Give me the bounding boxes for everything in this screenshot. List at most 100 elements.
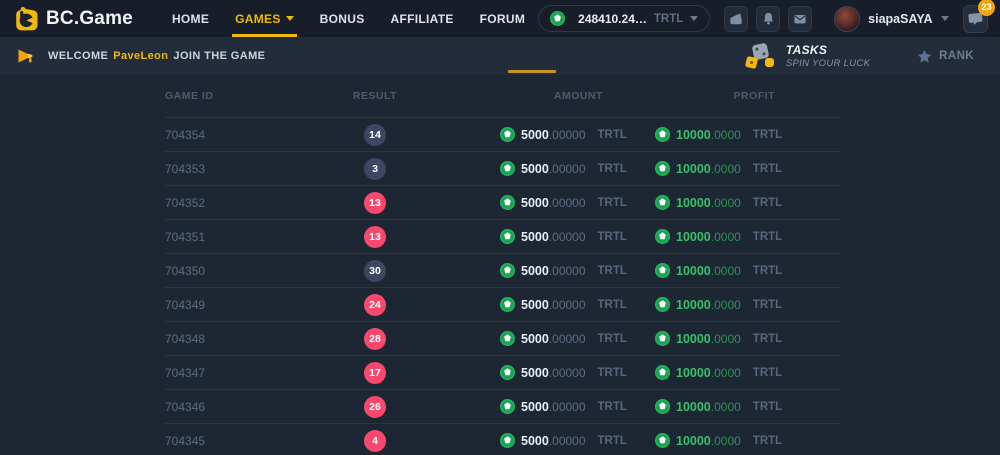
nav-item-games[interactable]: GAMES bbox=[222, 0, 307, 37]
nav-item-affiliate[interactable]: AFFILIATE bbox=[378, 0, 467, 37]
trtl-coin-icon bbox=[655, 229, 670, 244]
top-navigation-bar: BC.Game HOME GAMES BONUS AFFILIATE FORUM… bbox=[0, 0, 1000, 37]
result-cell: 3 bbox=[300, 158, 450, 180]
profit-currency: TRTL bbox=[753, 367, 782, 379]
result-cell: 26 bbox=[300, 396, 450, 418]
table-row[interactable]: 704352 13 5000.00000 TRTL 10000.0000 TRT… bbox=[165, 185, 840, 219]
table-row[interactable]: 704348 28 5000.00000 TRTL 10000.0000 TRT… bbox=[165, 321, 840, 355]
amount-currency: TRTL bbox=[598, 367, 627, 379]
main-content: GAME ID RESULT AMOUNT PROFIT 704354 14 5… bbox=[0, 75, 1000, 455]
rank-widget[interactable]: RANK bbox=[916, 48, 974, 65]
profit-cell: 10000.0000 TRTL bbox=[625, 399, 840, 414]
result-cell: 17 bbox=[300, 362, 450, 384]
trtl-coin-icon bbox=[500, 229, 515, 244]
brand-logo[interactable]: BC.Game bbox=[12, 5, 133, 32]
dice-icon bbox=[745, 43, 777, 69]
welcome-message: WELCOME PaveLeon JOIN THE GAME bbox=[48, 50, 265, 62]
trtl-coin-icon bbox=[500, 433, 515, 448]
balance-selector[interactable]: 248410.24… TRTL bbox=[538, 5, 710, 32]
header-profit: PROFIT bbox=[625, 90, 840, 102]
result-cell: 14 bbox=[300, 124, 450, 146]
game-id-cell: 704347 bbox=[165, 366, 300, 380]
avatar bbox=[834, 6, 860, 32]
wallet-button[interactable] bbox=[724, 6, 748, 32]
profit-currency: TRTL bbox=[753, 231, 782, 243]
profit-cell: 10000.0000 TRTL bbox=[625, 365, 840, 380]
result-cell: 28 bbox=[300, 328, 450, 350]
game-id-cell: 704354 bbox=[165, 128, 300, 142]
game-id-cell: 704350 bbox=[165, 264, 300, 278]
amount-cell: 5000.00000 TRTL bbox=[450, 161, 625, 176]
result-badge: 17 bbox=[364, 362, 386, 384]
profit-currency: TRTL bbox=[753, 129, 782, 141]
result-badge: 3 bbox=[364, 158, 386, 180]
profit-value: 10000.0000 bbox=[676, 196, 741, 210]
nav-item-home[interactable]: HOME bbox=[159, 0, 222, 37]
amount-currency: TRTL bbox=[598, 163, 627, 175]
amount-value: 5000.00000 bbox=[521, 162, 586, 176]
table-row[interactable]: 704349 24 5000.00000 TRTL 10000.0000 TRT… bbox=[165, 287, 840, 321]
star-icon bbox=[916, 48, 933, 65]
table-row[interactable]: 704347 17 5000.00000 TRTL 10000.0000 TRT… bbox=[165, 355, 840, 389]
main-nav: HOME GAMES BONUS AFFILIATE FORUM bbox=[159, 0, 538, 37]
notifications-button[interactable] bbox=[756, 6, 780, 32]
trtl-coin-icon bbox=[655, 399, 670, 414]
table-row[interactable]: 704345 4 5000.00000 TRTL 10000.0000 TRTL bbox=[165, 423, 840, 455]
game-id-cell: 704352 bbox=[165, 196, 300, 210]
trtl-coin-icon bbox=[500, 161, 515, 176]
chat-notification-badge: 23 bbox=[978, 0, 995, 16]
amount-currency: TRTL bbox=[598, 299, 627, 311]
header-amount: AMOUNT bbox=[450, 90, 625, 102]
amount-value: 5000.00000 bbox=[521, 298, 586, 312]
table-row[interactable]: 704353 3 5000.00000 TRTL 10000.0000 TRTL bbox=[165, 151, 840, 185]
table-row[interactable]: 704351 13 5000.00000 TRTL 10000.0000 TRT… bbox=[165, 219, 840, 253]
amount-value: 5000.00000 bbox=[521, 400, 586, 414]
profit-value: 10000.0000 bbox=[676, 162, 741, 176]
header-game-id: GAME ID bbox=[165, 90, 300, 102]
profit-cell: 10000.0000 TRTL bbox=[625, 127, 840, 142]
profit-value: 10000.0000 bbox=[676, 264, 741, 278]
result-cell: 24 bbox=[300, 294, 450, 316]
amount-value: 5000.00000 bbox=[521, 230, 586, 244]
nav-item-bonus[interactable]: BONUS bbox=[307, 0, 378, 37]
table-row[interactable]: 704354 14 5000.00000 TRTL 10000.0000 TRT… bbox=[165, 117, 840, 151]
chevron-down-icon bbox=[941, 16, 949, 21]
messages-button[interactable] bbox=[788, 6, 812, 32]
chevron-down-icon bbox=[690, 16, 698, 21]
amount-currency: TRTL bbox=[598, 401, 627, 413]
nav-item-forum[interactable]: FORUM bbox=[467, 0, 539, 37]
profit-currency: TRTL bbox=[753, 401, 782, 413]
tasks-widget[interactable]: TASKS SPIN YOUR LUCK bbox=[745, 43, 870, 69]
profit-value: 10000.0000 bbox=[676, 230, 741, 244]
trtl-coin-icon bbox=[500, 297, 515, 312]
amount-currency: TRTL bbox=[598, 435, 627, 447]
table-row[interactable]: 704346 26 5000.00000 TRTL 10000.0000 TRT… bbox=[165, 389, 840, 423]
amount-currency: TRTL bbox=[598, 197, 627, 209]
balance-value: 248410.24… bbox=[578, 12, 647, 26]
trtl-coin-icon bbox=[500, 365, 515, 380]
amount-currency: TRTL bbox=[598, 129, 627, 141]
amount-cell: 5000.00000 TRTL bbox=[450, 297, 625, 312]
result-badge: 13 bbox=[364, 226, 386, 248]
chat-button[interactable]: 23 bbox=[963, 5, 988, 33]
result-cell: 4 bbox=[300, 430, 450, 452]
result-badge: 4 bbox=[364, 430, 386, 452]
amount-cell: 5000.00000 TRTL bbox=[450, 433, 625, 448]
bcgame-logo-icon bbox=[12, 5, 39, 32]
profit-cell: 10000.0000 TRTL bbox=[625, 263, 840, 278]
mail-icon bbox=[792, 11, 808, 27]
table-header-row: GAME ID RESULT AMOUNT PROFIT bbox=[165, 75, 840, 117]
result-badge: 28 bbox=[364, 328, 386, 350]
profit-value: 10000.0000 bbox=[676, 366, 741, 380]
announcement-banner: WELCOME PaveLeon JOIN THE GAME TASKS SPI… bbox=[0, 37, 1000, 75]
active-tab-indicator bbox=[508, 70, 556, 73]
bets-table: GAME ID RESULT AMOUNT PROFIT 704354 14 5… bbox=[165, 75, 840, 455]
amount-cell: 5000.00000 TRTL bbox=[450, 365, 625, 380]
trtl-coin-icon bbox=[655, 161, 670, 176]
megaphone-icon bbox=[16, 47, 36, 65]
profit-currency: TRTL bbox=[753, 163, 782, 175]
bell-icon bbox=[761, 11, 776, 26]
table-row[interactable]: 704350 30 5000.00000 TRTL 10000.0000 TRT… bbox=[165, 253, 840, 287]
user-menu[interactable]: siapaSAYA bbox=[834, 6, 948, 32]
trtl-coin-icon bbox=[500, 195, 515, 210]
